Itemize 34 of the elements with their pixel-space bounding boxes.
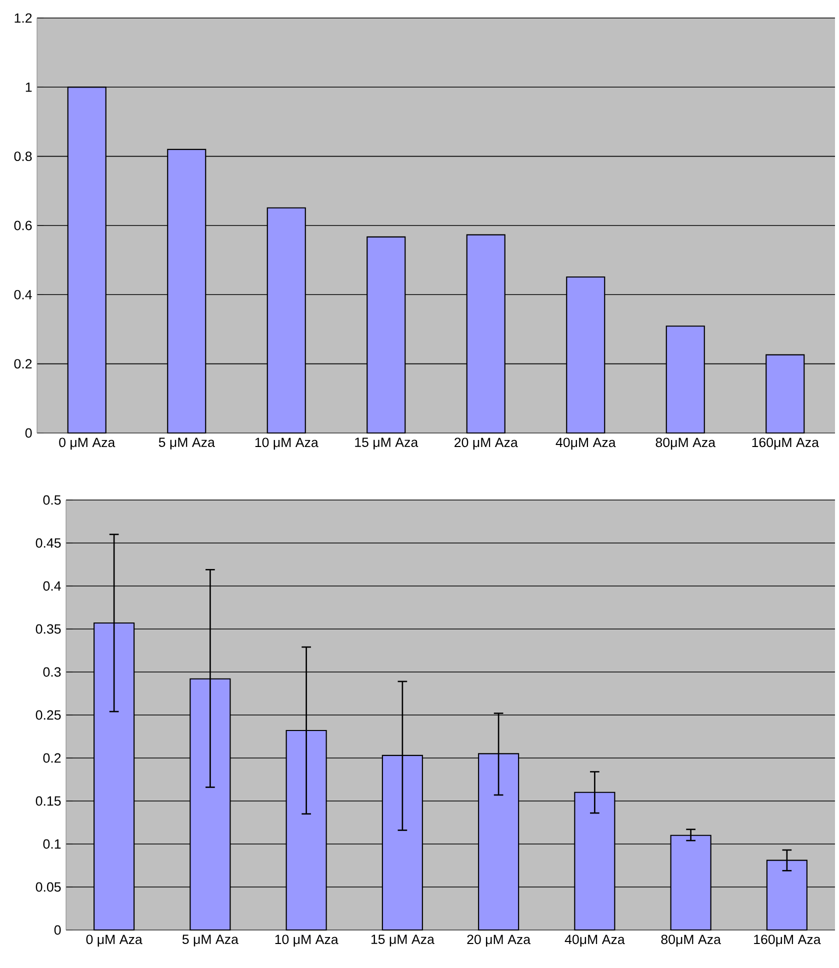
y-tick-label: 0.1 bbox=[43, 839, 60, 849]
x-tick-label: 20 μM Aza bbox=[467, 934, 530, 947]
x-tick-label: 10 μM Aza bbox=[255, 438, 318, 450]
x-tick-label: 80μM Aza bbox=[661, 934, 721, 947]
x-tick-label: 160μM Aza bbox=[754, 934, 821, 947]
y-tick-label: 0.8 bbox=[14, 152, 32, 162]
y-tick-label: 0.4 bbox=[43, 581, 61, 591]
y-tick-label: 0.05 bbox=[36, 882, 61, 892]
x-tick-label: 5 μM Aza bbox=[158, 438, 215, 450]
x-tick-label: 15 μM Aza bbox=[371, 934, 434, 946]
y-tick-label: 0.15 bbox=[36, 796, 61, 806]
y-tick-label: 0.35 bbox=[36, 624, 61, 634]
y-tick-label: 1 bbox=[26, 82, 32, 92]
x-tick-label: 5 μM Aza bbox=[182, 934, 238, 946]
y-tick-label: 0.3 bbox=[43, 667, 60, 677]
y-tick-label: 0.6 bbox=[14, 220, 32, 230]
y-tick-label: 0.4 bbox=[14, 290, 32, 300]
y-tick-label: 0.45 bbox=[36, 538, 61, 548]
x-tick-label: 80μM Aza bbox=[656, 438, 716, 450]
x-tick-label: 160μM Aza bbox=[752, 438, 819, 450]
y-tick-label: 1.2 bbox=[14, 13, 32, 23]
x-tick-label: 10 μM Aza bbox=[275, 934, 338, 947]
x-tick-label: 15 μM Aza bbox=[354, 438, 418, 450]
y-tick-label: 0.2 bbox=[14, 359, 32, 369]
x-tick-label: 20 μM Aza bbox=[454, 438, 518, 450]
y-tick-label: 0.5 bbox=[43, 495, 61, 505]
x-tick-label: 0 μM Aza bbox=[58, 438, 115, 450]
y-tick-label: 0 bbox=[54, 925, 61, 935]
x-tick-label: 0 μM Aza bbox=[86, 934, 142, 947]
y-tick-label: 0 bbox=[25, 428, 32, 438]
y-tick-label: 0.25 bbox=[36, 710, 61, 720]
x-tick-label: 40μM Aza bbox=[556, 438, 616, 450]
y-tick-label: 0.2 bbox=[43, 753, 60, 763]
x-tick-label: 40μM Aza bbox=[564, 934, 625, 947]
